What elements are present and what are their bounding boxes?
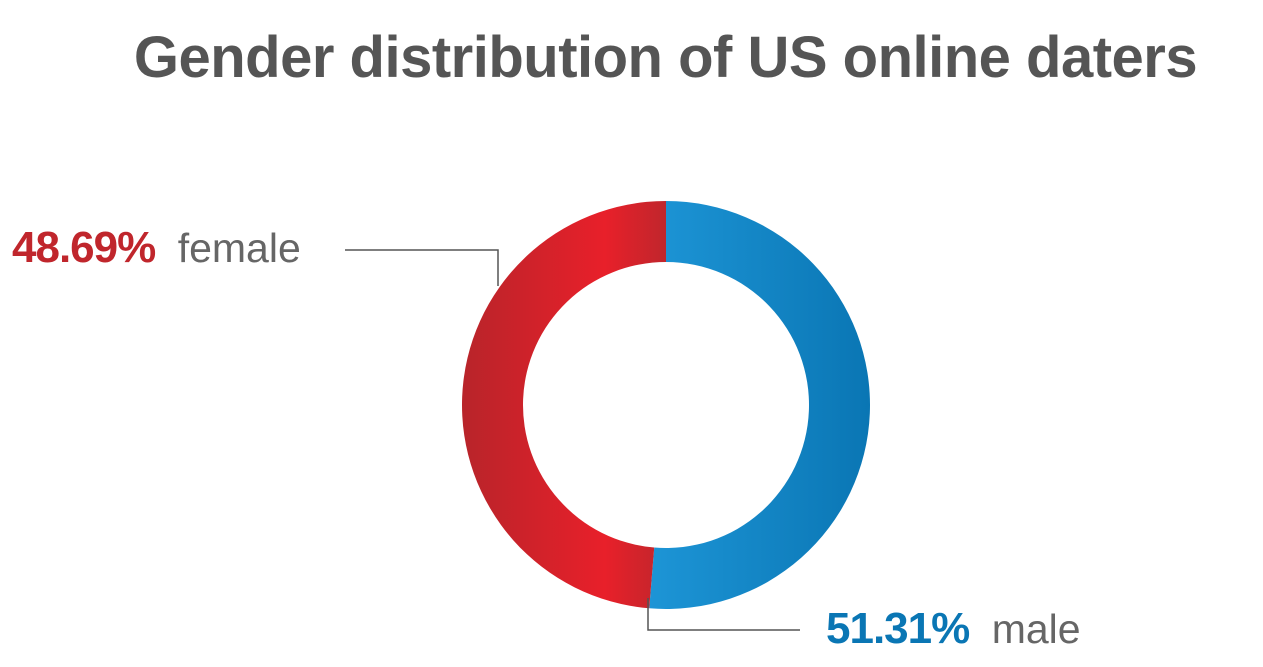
slice-female	[462, 201, 666, 609]
male-percent-label: 51.31%	[826, 604, 969, 653]
female-category-label: female	[178, 225, 301, 271]
male-category-label: male	[992, 606, 1081, 652]
male-label: 51.31% male	[826, 604, 1081, 653]
donut-slices	[462, 201, 870, 609]
slice-male	[649, 201, 870, 609]
female-percent-label: 48.69%	[12, 223, 155, 272]
female-leader-line	[345, 249, 499, 286]
male-leader-line	[647, 598, 800, 631]
chart-title: Gender distribution of US online daters	[133, 25, 1198, 90]
female-label: 48.69% female	[12, 223, 301, 272]
